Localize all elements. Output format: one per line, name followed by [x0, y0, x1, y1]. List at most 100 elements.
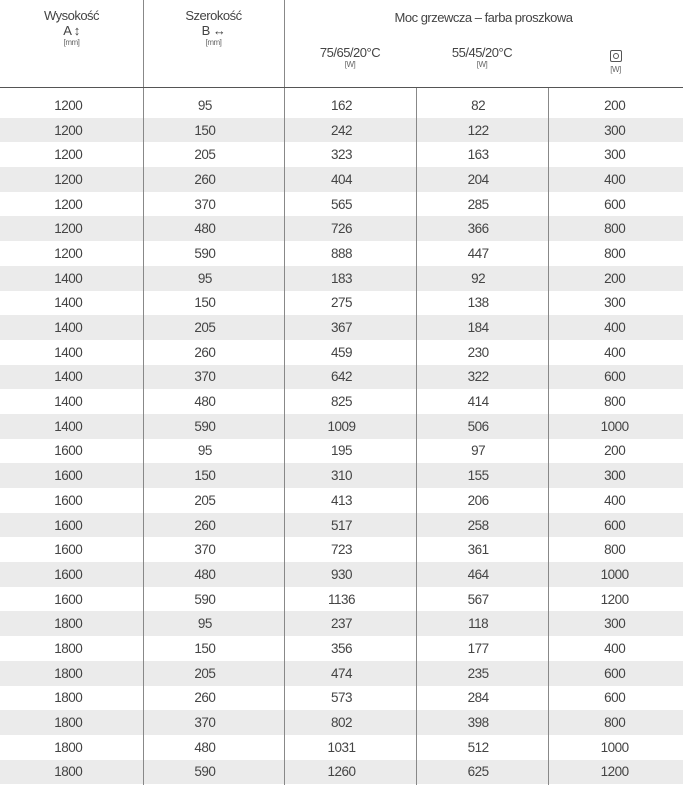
width-cell: 150 [194, 640, 216, 656]
height-cell: 1600 [0, 463, 137, 488]
table-row: 1400 480 825 414 800 [0, 389, 683, 414]
width-cell: 205 [194, 492, 216, 508]
power-electric-cell: 400 [546, 167, 683, 192]
header-width: Szerokość B ↔ [mm] [143, 8, 284, 47]
power-55-cell: 122 [409, 117, 547, 143]
power-75-cell: 642 [273, 364, 410, 390]
divider [143, 88, 144, 785]
header-power-electric: [W] [548, 47, 683, 74]
power-75-cell: 1136 [327, 591, 356, 607]
power-electric-cell: 800 [604, 542, 626, 558]
power-75-cell: 930 [273, 562, 410, 587]
header-height: Wysokość A ↕ [mm] [0, 8, 143, 47]
height-cell: 1200 [54, 245, 83, 261]
power-75-cell: 356 [330, 640, 353, 656]
height-cell: 1400 [0, 315, 137, 340]
table-row: 1800 150 356 177 400 [0, 636, 683, 661]
power-75-cell: 1009 [273, 413, 410, 439]
height-cell: 1800 [0, 660, 137, 686]
height-cell: 1600 [54, 542, 83, 558]
width-cell: 205 [136, 315, 274, 340]
header-power-55: 55/45/20°C [W] [416, 45, 548, 69]
power-55-cell: 204 [409, 167, 547, 192]
power-electric-cell: 1200 [600, 591, 630, 607]
height-cell: 1800 [0, 611, 137, 637]
power-label: Moc grzewcza – farba proszkowa [394, 10, 573, 25]
width-cell: 590 [136, 759, 274, 785]
width-cell: 590 [194, 591, 216, 607]
height-cell: 1400 [54, 295, 83, 311]
power-75-cell: 459 [330, 344, 353, 360]
table-row: 1800 480 1031 512 1000 [0, 735, 683, 760]
power-electric-cell: 300 [604, 147, 626, 163]
table-row: 1400 95 183 92 200 [0, 265, 683, 291]
power-electric-cell: 300 [604, 295, 626, 311]
power-55-cell: 447 [467, 245, 490, 261]
power-55-cell: 322 [409, 364, 547, 390]
power-75-cell: 310 [273, 463, 410, 488]
width-cell: 95 [136, 611, 274, 637]
power-55-cell: 414 [467, 394, 490, 410]
power-75-cell: 237 [273, 611, 410, 637]
width-cell: 480 [136, 562, 274, 587]
height-cell: 1800 [54, 640, 83, 656]
power-75-cell: 888 [330, 245, 353, 261]
power-75-cell: 367 [273, 315, 410, 340]
table-row: 1200 590 888 447 800 [0, 241, 683, 266]
width-cell: 370 [136, 364, 274, 390]
height-cell: 1400 [54, 394, 83, 410]
power-75-cell: 195 [330, 443, 353, 459]
table-row: 1800 590 1260 625 1200 [0, 759, 683, 785]
divider [548, 88, 549, 785]
width-cell: 370 [136, 710, 274, 735]
table-row: 1400 205 367 184 400 [0, 315, 683, 340]
power-75-cell: 825 [330, 394, 353, 410]
height-cell: 1200 [54, 196, 83, 212]
table-row: 1600 260 517 258 600 [0, 512, 683, 538]
width-symbol: B ↔ [201, 23, 226, 38]
height-label: Wysokość [43, 8, 100, 23]
power-75-cell: 723 [330, 542, 353, 558]
width-cell: 590 [194, 245, 216, 261]
width-unit: [mm] [205, 38, 222, 47]
height-cell: 1200 [54, 147, 83, 163]
height-symbol: A ↕ [63, 23, 80, 38]
power-55-cell: 285 [467, 196, 490, 212]
table-row: 1400 260 459 230 400 [0, 340, 683, 365]
power-electric-cell: 600 [546, 660, 683, 686]
power-55-cell: 177 [467, 640, 490, 656]
power-electric-cell: 200 [604, 97, 626, 113]
power-75-cell: 323 [330, 147, 353, 163]
data-table: 1200 95 162 82 200 1200 150 242 122 300 1200 205 323… [0, 93, 683, 785]
height-cell: 1200 [54, 97, 83, 113]
table-row: 1200 480 726 366 800 [0, 216, 683, 242]
power-75-cell: 183 [273, 265, 410, 291]
width-cell: 260 [136, 512, 274, 538]
power-55-cell: 366 [409, 216, 547, 242]
height-cell: 1800 [54, 739, 83, 755]
width-cell: 480 [194, 394, 216, 410]
power-electric-cell: 800 [604, 394, 626, 410]
width-cell: 95 [136, 265, 274, 291]
power-electric-cell: 800 [546, 710, 683, 735]
power-55-cell: 506 [409, 413, 547, 439]
width-cell: 590 [136, 413, 274, 439]
power-electric-cell: 200 [604, 443, 626, 459]
width-cell: 480 [194, 739, 216, 755]
power-75-cell: 162 [330, 97, 353, 113]
table-row: 1600 150 310 155 300 [0, 463, 683, 488]
power-55-cell: 512 [467, 739, 490, 755]
width-cell: 370 [194, 542, 216, 558]
height-cell: 1600 [0, 562, 137, 587]
power-electric-cell: 800 [546, 216, 683, 242]
power-55-cell: 361 [467, 542, 490, 558]
table-row: 1200 95 162 82 200 [0, 93, 683, 118]
power-electric-cell: 400 [604, 344, 626, 360]
power-55-cell: 155 [409, 463, 547, 488]
power-electric-cell: 1000 [546, 413, 683, 439]
table-row: 1800 370 802 398 800 [0, 710, 683, 735]
power-electric-cell: 400 [546, 315, 683, 340]
width-cell: 205 [136, 660, 274, 686]
height-cell: 1200 [0, 167, 137, 192]
